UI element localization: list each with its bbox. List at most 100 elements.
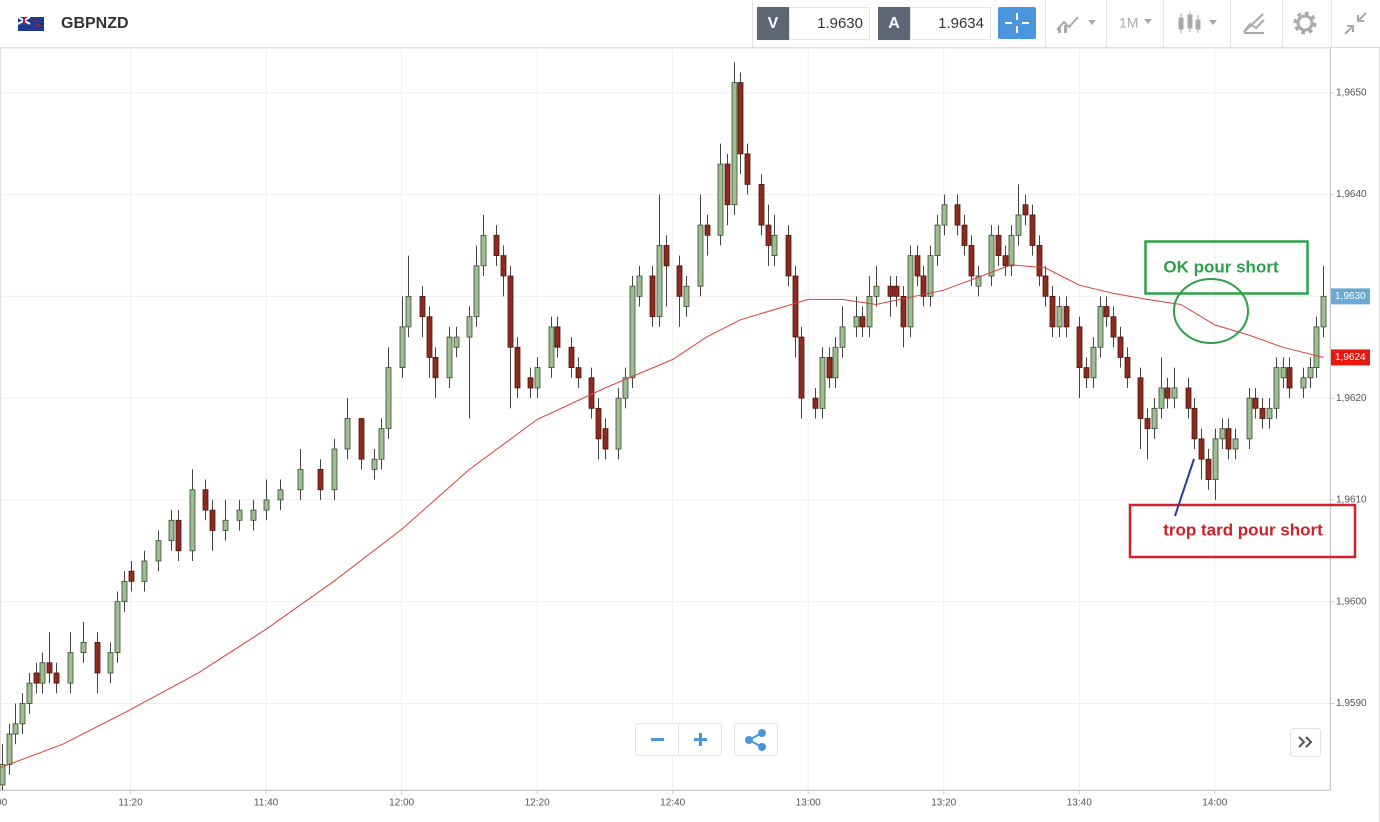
candle-body <box>473 265 480 318</box>
timeframe-button[interactable]: 1M <box>1119 15 1152 31</box>
candle-body <box>141 560 148 582</box>
crosshair-button[interactable] <box>998 7 1036 39</box>
candle-body <box>1212 438 1219 480</box>
candle-body <box>53 672 60 684</box>
candle-body <box>1280 367 1287 379</box>
candle-body <box>595 407 602 440</box>
candle-body <box>107 652 114 674</box>
x-tick-label: 12:40 <box>660 798 685 809</box>
candle-body <box>331 448 338 491</box>
candle-body <box>873 285 880 297</box>
candle-body <box>514 346 521 389</box>
candle-body <box>500 255 507 277</box>
candle-body <box>26 682 33 704</box>
candle-body <box>968 245 975 277</box>
candle-body <box>19 703 26 725</box>
candle-body <box>717 163 724 236</box>
candle-type-button[interactable] <box>1178 12 1217 33</box>
candle-body <box>649 275 656 318</box>
candle-body <box>832 346 839 379</box>
x-tick-label: 12:00 <box>389 798 414 809</box>
candle-body <box>209 509 216 531</box>
annotation-text: OK pour short <box>1163 257 1279 276</box>
timeframe: 1M <box>1119 15 1138 31</box>
x-tick-label: 13:40 <box>1067 798 1092 809</box>
candle-body <box>758 183 765 226</box>
candle-body <box>920 275 927 297</box>
annotation-text: trop tard pour short <box>1163 520 1323 539</box>
y-tick-label: 1,9610 <box>1336 495 1367 506</box>
settings-button[interactable] <box>1293 11 1317 35</box>
chart-type-button[interactable] <box>1056 16 1096 33</box>
candle-body <box>426 316 433 358</box>
flag-icon <box>17 16 44 31</box>
candle-body <box>1273 367 1280 409</box>
candle-body <box>202 489 209 511</box>
candle-body <box>317 468 324 491</box>
candle-body <box>1286 367 1293 389</box>
buy-label: A <box>888 15 900 32</box>
annotation-ellipse <box>1173 278 1249 344</box>
axes: 1,9590 1,9600 1,9610 1,9620 1,9630 1,9640 1,96… <box>0 87 1370 809</box>
candle-body <box>1029 214 1036 246</box>
candle-body <box>731 82 738 206</box>
candle-body <box>168 519 175 542</box>
candle-body <box>676 265 683 297</box>
candle-body <box>995 234 1002 257</box>
candle-body <box>175 519 182 552</box>
candle-body <box>554 326 561 348</box>
candle-body <box>622 377 629 399</box>
candle-body <box>1076 326 1083 368</box>
draw-tools-button[interactable] <box>1243 13 1265 34</box>
candle-body <box>859 316 866 328</box>
sell-price: 1.9630 <box>817 15 863 32</box>
candle-body <box>344 418 351 450</box>
candle-body <box>914 255 921 277</box>
buy-button[interactable] <box>878 7 910 40</box>
candle-body <box>798 336 805 399</box>
candle-body <box>792 275 799 338</box>
candle-body <box>1219 428 1226 440</box>
candle-body <box>1097 306 1104 348</box>
candle-body <box>466 316 473 338</box>
symbol: GBPNZD <box>61 15 129 32</box>
candle-body <box>1259 407 1266 419</box>
x-tick-label: 13:20 <box>931 798 956 809</box>
candle-body <box>236 509 243 521</box>
candle-body <box>893 285 900 297</box>
x-tick-label: 11:40 <box>254 798 279 809</box>
candle-body <box>1320 295 1327 328</box>
candle-body <box>1313 326 1320 368</box>
toolbar <box>0 0 1380 47</box>
candle-body <box>548 326 555 368</box>
candle-body <box>1056 306 1063 328</box>
candle-body <box>866 295 873 328</box>
grid <box>0 48 1330 790</box>
x-tick-label: 12:20 <box>525 798 550 809</box>
candle-body <box>155 540 162 562</box>
candle-body <box>6 733 13 765</box>
candle-body <box>39 662 46 684</box>
candle-body <box>419 295 426 318</box>
candle-body <box>1042 275 1049 297</box>
candle-body <box>480 234 487 267</box>
last-price-tag <box>1331 288 1370 305</box>
candle-body <box>1036 245 1043 277</box>
moving-average-line <box>0 264 1324 769</box>
candle-body <box>602 428 609 450</box>
candle-body <box>114 601 121 653</box>
candle-body <box>887 285 894 297</box>
share-button[interactable] <box>734 723 778 756</box>
candle-body <box>812 397 819 409</box>
candle-body <box>121 580 128 603</box>
candle-body <box>1015 214 1022 236</box>
candle-body <box>636 275 643 297</box>
candle-body <box>744 153 751 185</box>
buy-price: 1.9634 <box>938 15 984 32</box>
sell-button[interactable] <box>757 7 789 40</box>
scroll-end-button[interactable] <box>1290 728 1321 757</box>
minimize-button[interactable] <box>1344 12 1367 35</box>
candle-body <box>1307 367 1314 379</box>
candle-body <box>575 367 582 379</box>
